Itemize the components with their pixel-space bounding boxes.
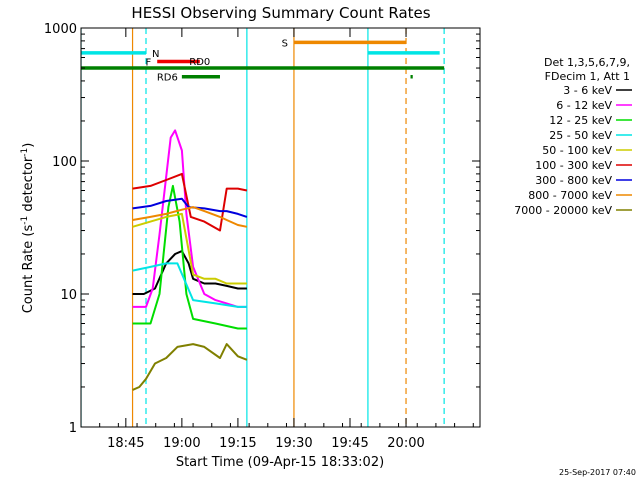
legend-label: 50 - 100 keV bbox=[542, 144, 612, 157]
series-line bbox=[132, 129, 247, 308]
series-line bbox=[132, 262, 247, 308]
legend-label: 25 - 50 keV bbox=[549, 129, 612, 142]
legend-header: FDecim 1, Att 1 bbox=[545, 70, 630, 83]
series-line bbox=[132, 172, 248, 232]
x-tick-label: 20:00 bbox=[387, 436, 424, 451]
x-tick-label: 19:15 bbox=[219, 436, 256, 451]
x-tick-label: 19:45 bbox=[331, 436, 368, 451]
y-tick-label: 100 bbox=[52, 155, 77, 170]
series-lines bbox=[132, 129, 248, 391]
flag-label: S bbox=[282, 38, 288, 49]
legend-label: 800 - 7000 keV bbox=[528, 189, 612, 202]
legend-header: Det 1,3,5,6,7,9, bbox=[544, 56, 630, 69]
flag-bars: NF RD0 RD6 S bbox=[81, 38, 445, 84]
flag-label: F bbox=[145, 57, 151, 68]
flag-label: RD6 bbox=[157, 73, 178, 84]
series-line bbox=[132, 184, 247, 330]
series-line bbox=[132, 343, 248, 391]
series-line bbox=[132, 206, 248, 228]
chart-title: HESSI Observing Summary Count Rates bbox=[131, 4, 430, 22]
series-line bbox=[132, 250, 247, 295]
legend-label: 7000 - 20000 keV bbox=[514, 204, 612, 217]
series-line bbox=[132, 212, 247, 285]
legend: Det 1,3,5,6,7,9,FDecim 1, Att 13 - 6 keV… bbox=[514, 56, 632, 217]
y-axis-label: Count Rate (s-1 detector-1) bbox=[20, 143, 36, 314]
x-tick-label: 19:30 bbox=[275, 436, 312, 451]
y-tick-label: 1 bbox=[69, 421, 77, 436]
legend-label: 3 - 6 keV bbox=[563, 84, 612, 97]
flag-label: RD0 bbox=[189, 57, 210, 68]
legend-label: 12 - 25 keV bbox=[549, 114, 612, 127]
legend-label: 6 - 12 keV bbox=[556, 99, 612, 112]
y-axis: 1 10 100 1000 bbox=[44, 22, 480, 436]
x-tick-label: 19:00 bbox=[163, 436, 200, 451]
flag-label: N bbox=[152, 49, 159, 60]
y-tick-label: 10 bbox=[60, 288, 77, 303]
plot-timestamp: 25-Sep-2017 07:40 bbox=[559, 468, 636, 477]
time-markers bbox=[81, 28, 445, 427]
x-tick-label: 18:45 bbox=[107, 436, 144, 451]
legend-label: 300 - 800 keV bbox=[535, 174, 612, 187]
plot-frame bbox=[80, 27, 481, 428]
y-tick-label: 1000 bbox=[44, 22, 77, 37]
x-axis-label: Start Time (09-Apr-15 18:33:02) bbox=[176, 455, 384, 470]
x-axis: 18:45 19:00 19:15 19:30 19:45 20:00 bbox=[80, 28, 474, 451]
legend-label: 100 - 300 keV bbox=[535, 159, 612, 172]
